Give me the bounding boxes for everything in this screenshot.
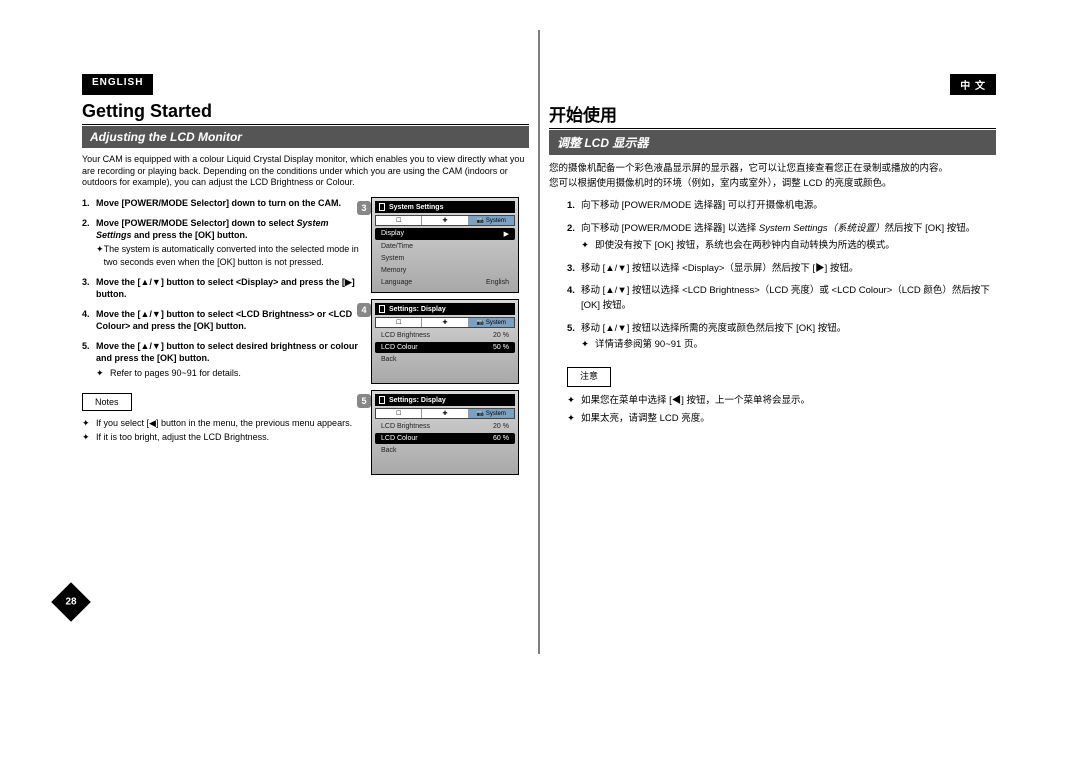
- figure-5: 5 Settings: Display ☐✚📷 System LCD Brigh…: [371, 390, 521, 475]
- figure-4-badge: 4: [357, 303, 371, 317]
- step1-en: Move [POWER/MODE Selector] down to turn …: [96, 198, 341, 208]
- steps-zh: 1.向下移动 [POWER/MODE 选择器] 可以打开摄像机电源。 2. 向下…: [549, 199, 996, 427]
- step2d-zh: 即使没有按下 [OK] 按钮，系统也会在两秒钟内自动转换为所选的模式。: [595, 239, 895, 254]
- center-divider: [539, 74, 540, 654]
- notes-en: ✦If you select [◀] button in the menu, t…: [82, 417, 363, 444]
- note1-zh: 如果您在菜单中选择 [◀] 按钮，上一个菜单将会显示。: [581, 393, 810, 409]
- step2a-en: Move [POWER/MODE Selector] down to selec…: [96, 218, 297, 228]
- note2-en: If it is too bright, adjust the LCD Brig…: [96, 431, 269, 444]
- notes-zh: ✦如果您在菜单中选择 [◀] 按钮，上一个菜单将会显示。 ✦如果太亮，请调整 L…: [567, 393, 996, 427]
- row-system: System: [381, 255, 404, 262]
- figure-3-badge: 3: [357, 201, 371, 215]
- val-20-5: 20 %: [493, 423, 509, 430]
- row-lcdc-4: LCD Colour: [381, 344, 418, 351]
- tab-system: 📷 System: [469, 216, 514, 225]
- title-zh: 开始使用: [549, 97, 996, 129]
- val-english: English: [486, 279, 509, 286]
- page-number: 28: [65, 597, 76, 608]
- step2b-zh: System Settings（系统设置）: [759, 223, 885, 234]
- battery-icon: [379, 305, 385, 313]
- subtitle-zh: 调整 LCD 显示器: [549, 130, 996, 155]
- title-en: Getting Started: [82, 97, 529, 125]
- val-20-4: 20 %: [493, 332, 509, 339]
- row-memory: Memory: [381, 267, 406, 274]
- screen3-title: System Settings: [389, 204, 443, 211]
- screen-5: Settings: Display ☐✚📷 System LCD Brightn…: [371, 390, 519, 475]
- row-lcdb-5: LCD Brightness: [381, 423, 430, 430]
- notes-label-zh: 注意: [567, 367, 611, 387]
- row-lcdc-5: LCD Colour: [381, 435, 418, 442]
- battery-icon: [379, 396, 385, 404]
- battery-icon: [379, 203, 385, 211]
- val-60: 60 %: [493, 435, 509, 442]
- row-datetime: Date/Time: [381, 243, 413, 250]
- step5-zh: 移动 [▲/▼] 按钮以选择所需的亮度或颜色然后按下 [OK] 按钮。: [581, 323, 846, 334]
- figure-column: 3 System Settings ☐✚📷 System Display▶ Da…: [371, 197, 521, 481]
- row-display: Display: [381, 230, 404, 238]
- subtitle-en: Adjusting the LCD Monitor: [82, 126, 529, 148]
- val-50: 50 %: [493, 344, 509, 351]
- intro-zh2: 您可以根据使用摄像机时的环境（例如，室内或室外），调整 LCD 的亮度或颜色。: [549, 176, 996, 191]
- right-column: 开始使用 调整 LCD 显示器 您的摄像机配备一个彩色液晶显示屏的显示器，它可以…: [549, 97, 996, 481]
- row-lcdb-4: LCD Brightness: [381, 332, 430, 339]
- step5d-zh: 详情请参阅第 90~91 页。: [595, 338, 703, 353]
- step4-en: Move the [▲/▼] button to select <LCD Bri…: [96, 309, 352, 331]
- note2-zh: 如果太亮，请调整 LCD 亮度。: [581, 411, 710, 427]
- note1-en: If you select [◀] button in the menu, th…: [96, 417, 352, 430]
- step3-en: Move the [▲/▼] button to select <Display…: [96, 277, 355, 299]
- lang-english-label: ENGLISH: [82, 74, 153, 95]
- arrow-icon: ▶: [504, 230, 509, 238]
- figure-5-badge: 5: [357, 394, 371, 408]
- screen5-title: Settings: Display: [389, 397, 446, 404]
- step5d-en: Refer to pages 90~91 for details.: [110, 367, 241, 379]
- tab-system-4: 📷 System: [469, 318, 514, 327]
- manual-page: ENGLISH 中 文 Getting Started Adjusting th…: [0, 0, 1080, 763]
- row-language: Language: [381, 279, 412, 286]
- lang-chinese-label: 中 文: [950, 74, 996, 95]
- step2a-zh: 向下移动 [POWER/MODE 选择器] 以选择: [581, 223, 759, 234]
- step2c-zh: 然后按下 [OK] 按钮。: [885, 223, 976, 234]
- step2c-en: and press the [OK] button.: [132, 230, 248, 240]
- steps-en: 1.Move [POWER/MODE Selector] down to tur…: [82, 197, 363, 481]
- step2d-en: The system is automatically converted in…: [104, 243, 363, 267]
- left-column: Getting Started Adjusting the LCD Monito…: [82, 97, 529, 481]
- main-area-left: 1.Move [POWER/MODE Selector] down to tur…: [82, 197, 529, 481]
- top-divider: [539, 30, 540, 74]
- step3-zh: 移动 [▲/▼] 按钮以选择 <Display>（显示屏）然后按下 [▶] 按钮…: [581, 262, 996, 277]
- screen-3: System Settings ☐✚📷 System Display▶ Date…: [371, 197, 519, 293]
- figure-3: 3 System Settings ☐✚📷 System Display▶ Da…: [371, 197, 521, 293]
- screen4-title: Settings: Display: [389, 306, 446, 313]
- step1-zh: 向下移动 [POWER/MODE 选择器] 可以打开摄像机电源。: [581, 199, 996, 214]
- notes-label-en: Notes: [82, 393, 132, 411]
- row-back-4: Back: [381, 356, 397, 363]
- intro-zh: 您的摄像机配备一个彩色液晶显示屏的显示器，它可以让您直接查看您正在录制或播放的内…: [549, 161, 996, 191]
- tab-system-5: 📷 System: [469, 409, 514, 418]
- row-back-5: Back: [381, 447, 397, 454]
- figure-4: 4 Settings: Display ☐✚📷 System LCD Brigh…: [371, 299, 521, 384]
- intro-en: Your CAM is equipped with a colour Liqui…: [82, 154, 529, 189]
- step4-zh: 移动 [▲/▼] 按钮以选择 <LCD Brightness>（LCD 亮度）或…: [581, 284, 996, 313]
- screen-4: Settings: Display ☐✚📷 System LCD Brightn…: [371, 299, 519, 384]
- step5-en: Move the [▲/▼] button to select desired …: [96, 341, 358, 363]
- content-area: ENGLISH 中 文 Getting Started Adjusting th…: [82, 74, 996, 654]
- intro-zh1: 您的摄像机配备一个彩色液晶显示屏的显示器，它可以让您直接查看您正在录制或播放的内…: [549, 161, 996, 176]
